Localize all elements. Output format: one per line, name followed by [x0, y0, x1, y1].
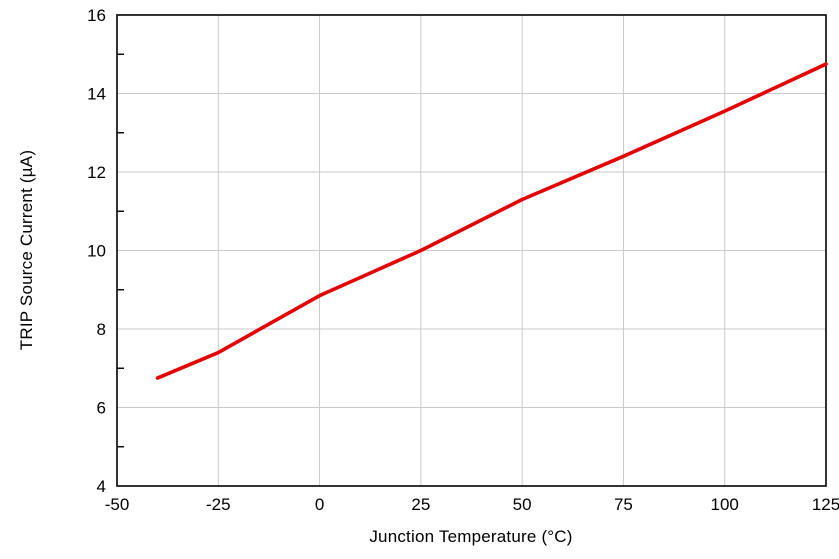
svg-text:125: 125: [812, 495, 839, 514]
y-tick-labels: 4 6 8 10 12 14 16: [87, 6, 106, 496]
x-axis-label: Junction Temperature (°C): [369, 527, 573, 546]
svg-text:10: 10: [87, 242, 106, 261]
svg-text:0: 0: [315, 495, 324, 514]
x-tick-labels: -50 -25 0 25 50 75 100 125: [105, 495, 839, 514]
y-minor-ticks: [117, 53, 124, 448]
y-axis-label: TRIP Source Current (µA): [17, 149, 36, 351]
svg-text:8: 8: [97, 320, 106, 339]
plot-border: [116, 14, 827, 487]
svg-text:16: 16: [87, 6, 106, 25]
grid-lines: [117, 15, 826, 486]
series-line: [155, 62, 828, 380]
svg-text:50: 50: [513, 495, 532, 514]
svg-text:25: 25: [411, 495, 430, 514]
svg-text:12: 12: [87, 163, 106, 182]
svg-text:75: 75: [614, 495, 633, 514]
svg-text:14: 14: [87, 85, 106, 104]
svg-text:6: 6: [97, 399, 106, 418]
svg-text:-25: -25: [206, 495, 231, 514]
svg-text:-50: -50: [105, 495, 130, 514]
svg-text:4: 4: [97, 477, 106, 496]
svg-text:100: 100: [711, 495, 739, 514]
